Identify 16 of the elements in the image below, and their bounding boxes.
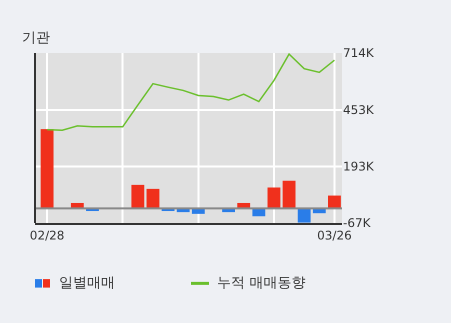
bar — [268, 188, 280, 208]
y-tick-label: 193K — [343, 160, 375, 174]
y-tick-label: 714K — [343, 46, 375, 60]
bar — [282, 180, 296, 208]
y-tick-label: -67K — [343, 216, 372, 230]
line-series — [46, 53, 336, 132]
y-tick-label: 453K — [343, 103, 375, 118]
bar — [328, 196, 341, 208]
chart-title: 기관 — [22, 30, 50, 46]
x-tick-label: 03/26 — [317, 228, 352, 242]
x-tick-label: 02/28 — [30, 228, 64, 242]
bar — [146, 188, 160, 208]
bar — [40, 129, 54, 208]
legend-label: 누적 매매동향 — [217, 275, 306, 291]
legend-label: 일별매매 — [59, 275, 115, 291]
bar — [131, 184, 144, 208]
